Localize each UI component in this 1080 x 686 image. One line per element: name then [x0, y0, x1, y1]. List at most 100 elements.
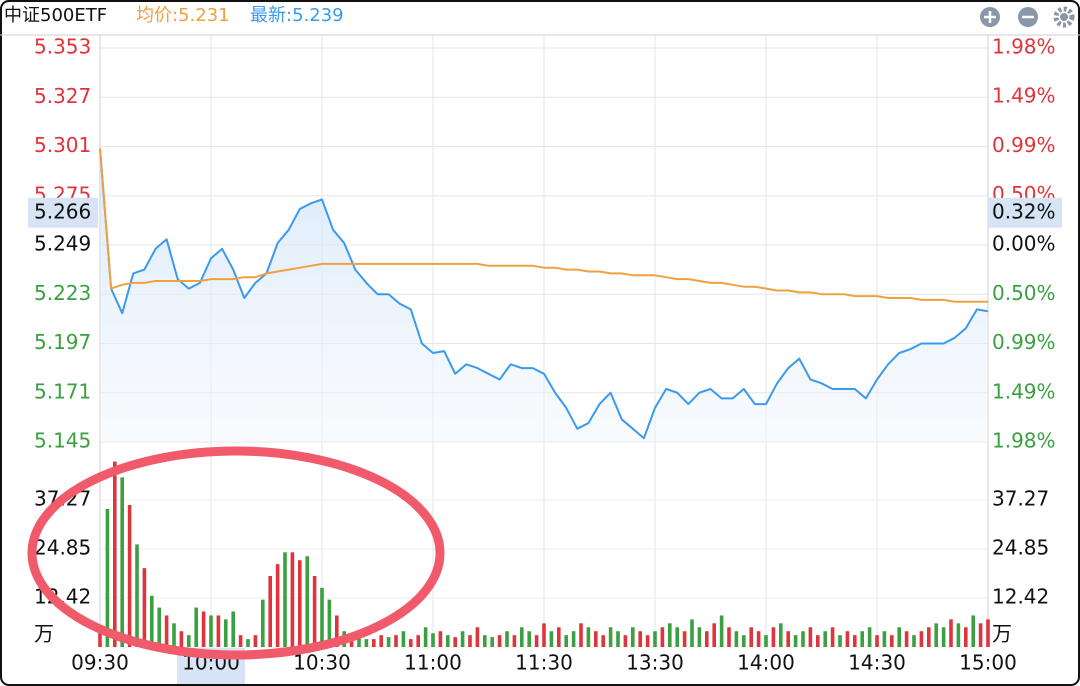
- volume-bar: [771, 627, 776, 647]
- volume-bar: [719, 615, 724, 647]
- volume-bar: [409, 639, 413, 647]
- price-line: [99, 148, 989, 440]
- volume-bar: [786, 631, 790, 647]
- volume-bar: [875, 635, 879, 647]
- volume-bar: [838, 635, 842, 647]
- volume-bar: [690, 619, 694, 647]
- volume-bar: [512, 635, 517, 647]
- volume-bar: [934, 623, 938, 647]
- volume-bar: [164, 615, 169, 647]
- volume-bar: [527, 631, 531, 647]
- volume-bar: [964, 627, 968, 647]
- volume-bar: [460, 631, 465, 647]
- volume-bar: [283, 552, 287, 647]
- crosshair-pct: 0.32%: [992, 199, 1056, 223]
- volume-tick-label-right: 万: [992, 622, 1012, 646]
- volume-bar: [941, 627, 946, 647]
- volume-bar: [201, 611, 206, 647]
- volume-bar: [253, 635, 258, 647]
- x-tick-label: 13:30: [626, 651, 684, 675]
- volume-bar: [305, 556, 309, 647]
- volume-bar: [194, 607, 198, 647]
- volume-bar: [645, 635, 650, 647]
- volume-bar: [372, 639, 376, 647]
- volume-bar: [912, 635, 916, 647]
- x-tick-label: 14:30: [848, 651, 906, 675]
- volume-bar: [327, 599, 332, 647]
- volume-bar: [956, 623, 961, 647]
- x-tick-label: 10:30: [293, 651, 351, 675]
- y2-tick-label: 1.98%: [992, 35, 1056, 59]
- volume-bar: [734, 631, 739, 647]
- volume-tick-label: 24.85: [34, 535, 91, 559]
- volume-bar: [335, 615, 339, 647]
- y2-tick-label: 0.99%: [992, 133, 1056, 157]
- volume-bar: [224, 619, 228, 647]
- y2-tick-label: 1.49%: [992, 380, 1056, 404]
- y-tick-label: 5.301: [34, 133, 91, 157]
- volume-bar: [897, 627, 901, 647]
- volume-bar: [801, 631, 805, 647]
- volume-bar: [386, 637, 391, 647]
- volume-bar: [379, 635, 383, 647]
- volume-bar: [142, 568, 147, 647]
- volume-bar: [275, 564, 280, 647]
- y-tick-label: 5.223: [34, 281, 91, 305]
- volume-bar: [549, 631, 554, 647]
- volume-bar: [534, 635, 539, 647]
- volume-bar: [127, 504, 132, 647]
- volume-bar: [749, 627, 753, 647]
- volume-bar: [179, 631, 184, 647]
- volume-bar: [357, 637, 361, 647]
- avg-price: 均价:5.231: [136, 5, 230, 26]
- settings-button[interactable]: [1053, 6, 1075, 28]
- volume-bar: [238, 635, 243, 647]
- volume-bar: [608, 627, 613, 647]
- volume-bar: [616, 631, 620, 647]
- x-tick-label: 11:30: [515, 651, 573, 675]
- volume-bar: [268, 575, 272, 647]
- y2-tick-label: 0.99%: [992, 330, 1056, 354]
- volume-bar: [675, 627, 679, 647]
- latest-price: 最新:5.239: [250, 5, 344, 26]
- volume-bar: [682, 631, 687, 647]
- volume-bar: [246, 639, 250, 647]
- volume-bar: [216, 615, 221, 647]
- volume-bar: [949, 619, 953, 647]
- volume-bar: [816, 635, 820, 647]
- volume-bar: [808, 627, 813, 647]
- volume-bar: [483, 635, 487, 647]
- volume-bar: [542, 623, 546, 647]
- volume-bar: [416, 635, 420, 647]
- volume-bar: [98, 627, 102, 647]
- volume-bar: [727, 627, 731, 647]
- volume-bar: [594, 631, 598, 647]
- volume-bar: [135, 544, 139, 647]
- volume-bar: [298, 560, 302, 647]
- zoom-out-button[interactable]: [1018, 7, 1038, 27]
- y2-tick-label: 1.98%: [992, 429, 1056, 453]
- volume-bar: [705, 631, 709, 647]
- volume-bar: [475, 627, 480, 647]
- volume-bar: [697, 627, 702, 647]
- volume-bar: [438, 631, 443, 647]
- x-tick-label: 14:00: [737, 651, 795, 675]
- y-tick-label: 5.327: [34, 84, 91, 108]
- volume-bar: [557, 627, 561, 647]
- volume-bar: [623, 635, 628, 647]
- volume-bar: [904, 631, 909, 647]
- y-tick-label: 5.145: [34, 429, 91, 453]
- price-line: [99, 148, 988, 303]
- volume-tick-label: 万: [34, 622, 54, 646]
- volume-bar: [860, 631, 864, 647]
- zoom-in-button[interactable]: [980, 7, 1000, 27]
- volume-bar: [986, 619, 990, 647]
- y-tick-label: 5.353: [34, 35, 91, 59]
- y2-tick-label: 0.50%: [992, 281, 1056, 305]
- volume-bar: [571, 631, 576, 647]
- volume-bar: [120, 477, 124, 647]
- price-area: [100, 148, 988, 442]
- volume-bar: [453, 637, 457, 647]
- volume-bar: [823, 631, 827, 647]
